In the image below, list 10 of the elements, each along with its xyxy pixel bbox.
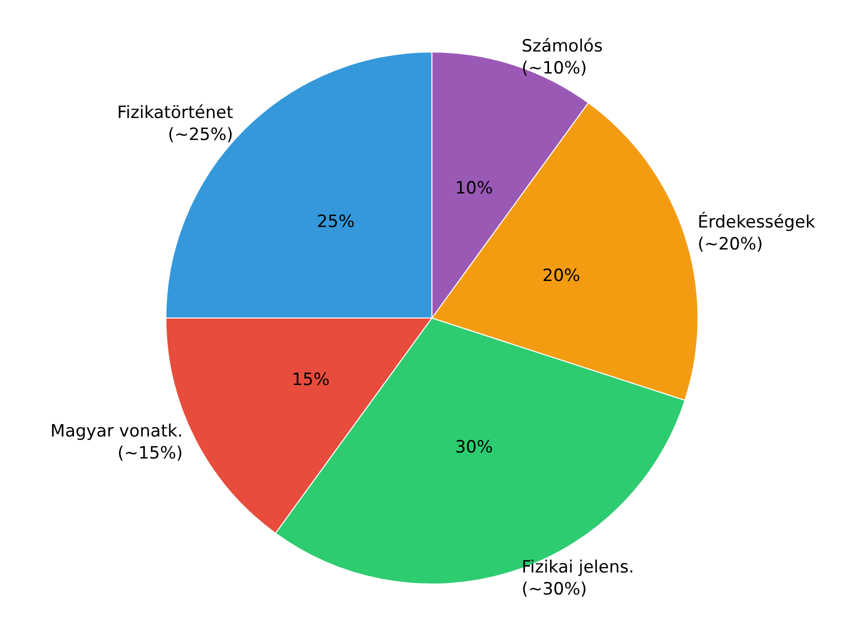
slice-label: Érdekességek (~20%)	[698, 211, 816, 254]
slice-label: Magyar vonatk. (~15%)	[50, 421, 183, 464]
slice-label: Fizikai jelens. (~30%)	[522, 558, 634, 600]
data-label: 30%	[455, 437, 493, 458]
slice-label: Számolós (~10%)	[522, 36, 603, 78]
data-label: 25%	[316, 212, 355, 232]
data-label: 10%	[455, 178, 493, 199]
data-label: 15%	[292, 370, 330, 390]
slice-label: Fizikatörténet (~25%)	[117, 103, 234, 146]
data-label: 20%	[542, 266, 580, 286]
